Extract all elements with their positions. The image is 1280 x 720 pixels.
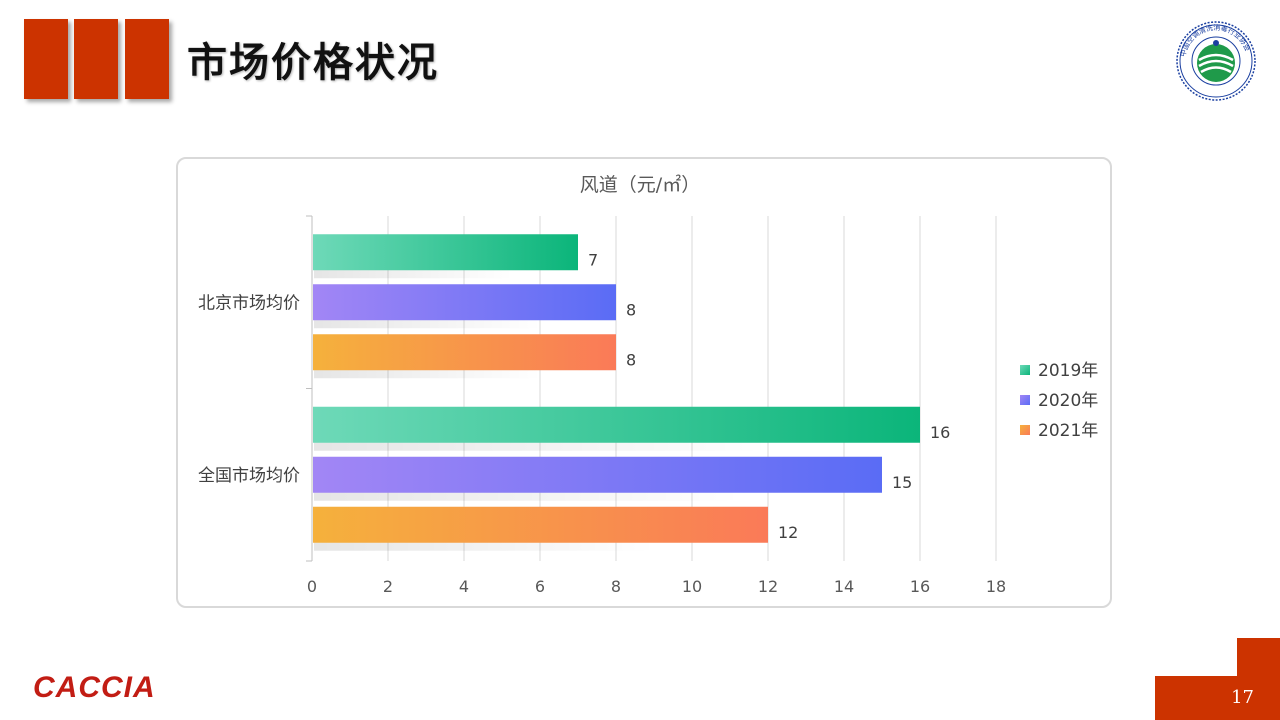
data-label: 7 bbox=[588, 250, 598, 269]
category-label: 北京市场均价 bbox=[198, 293, 300, 313]
bar-shadow bbox=[314, 490, 742, 501]
bar-2021年-全国市场均价 bbox=[313, 506, 768, 543]
legend-swatch-2019年 bbox=[1020, 365, 1030, 375]
category-label: 全国市场均价 bbox=[198, 466, 300, 486]
legend-label-2019年: 2019年 bbox=[1038, 361, 1098, 381]
chart-card: 风道（元/㎡） 0 2 4 6 8 10 12 14 16 18 北京市场均价 7 8 8 全国市场均价 16… bbox=[176, 157, 1112, 608]
header-decoration-block-2 bbox=[74, 19, 118, 99]
association-seal-icon: 中国空调清洗消毒行业协会 bbox=[1176, 21, 1256, 101]
legend-label-2021年: 2021年 bbox=[1038, 421, 1098, 441]
x-tick-label-16: 16 bbox=[910, 577, 930, 596]
page-title: 市场价格状况 bbox=[187, 39, 439, 86]
bar-shadow bbox=[314, 368, 542, 379]
data-label: 8 bbox=[626, 350, 636, 369]
x-tick-label-14: 14 bbox=[834, 577, 854, 596]
header-decoration-block-3 bbox=[125, 19, 169, 99]
header-decoration-block-1 bbox=[24, 19, 68, 99]
bar-2019年-全国市场均价 bbox=[313, 406, 920, 443]
footer-decoration-small bbox=[1237, 638, 1280, 678]
footer-decoration-bar bbox=[1155, 676, 1280, 720]
x-tick-label-12: 12 bbox=[758, 577, 778, 596]
x-tick-label-10: 10 bbox=[682, 577, 702, 596]
data-label: 12 bbox=[778, 523, 798, 542]
bar-2020年-北京市场均价 bbox=[313, 284, 616, 321]
x-tick-label-8: 8 bbox=[611, 577, 621, 596]
data-label: 8 bbox=[626, 300, 636, 319]
legend-label-2020年: 2020年 bbox=[1038, 391, 1098, 411]
bar-shadow bbox=[314, 268, 514, 279]
bar-2020年-全国市场均价 bbox=[313, 456, 882, 493]
bar-chart: 风道（元/㎡） 0 2 4 6 8 10 12 14 16 18 北京市场均价 7 8 8 全国市场均价 16… bbox=[198, 173, 1098, 596]
x-tick-label-2: 2 bbox=[383, 577, 393, 596]
x-tick-label-4: 4 bbox=[459, 577, 469, 596]
data-label: 15 bbox=[892, 473, 912, 492]
x-tick-label-0: 0 bbox=[307, 577, 317, 596]
bar-shadow bbox=[314, 440, 770, 451]
bar-2019年-北京市场均价 bbox=[313, 234, 578, 271]
chart-title: 风道（元/㎡） bbox=[580, 173, 700, 196]
bar-shadow bbox=[314, 318, 542, 329]
page-number: 17 bbox=[1231, 687, 1254, 708]
legend-swatch-2020年 bbox=[1020, 395, 1030, 405]
data-label: 16 bbox=[930, 423, 950, 442]
legend-swatch-2021年 bbox=[1020, 425, 1030, 435]
x-tick-label-18: 18 bbox=[986, 577, 1006, 596]
x-tick-label-6: 6 bbox=[535, 577, 545, 596]
bar-2021年-北京市场均价 bbox=[313, 334, 616, 371]
brand-logo-text: CACCIA bbox=[33, 671, 156, 704]
bar-shadow bbox=[314, 540, 656, 551]
